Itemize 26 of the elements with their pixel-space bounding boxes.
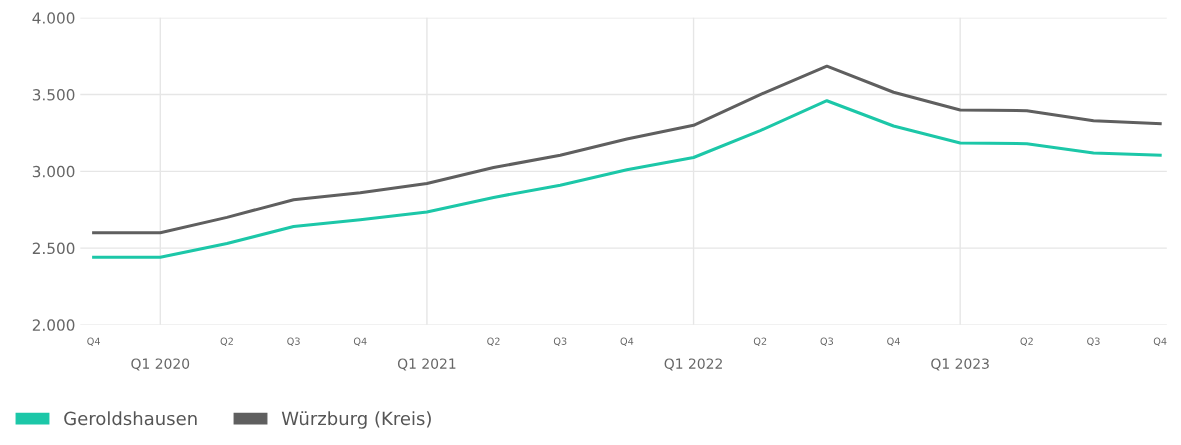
x-tick-label: Q1 2023 bbox=[931, 358, 989, 371]
x-tick-label: Q1 2021 bbox=[397, 358, 456, 371]
line-series bbox=[92, 64, 1162, 235]
y-tick-label: 2.000 bbox=[32, 319, 75, 331]
y-tick-label: 3.000 bbox=[32, 165, 75, 178]
y-tick-label: 3.500 bbox=[32, 89, 75, 101]
x-tick-label: Q4 bbox=[1153, 337, 1167, 346]
x-tick-label: Q3 bbox=[287, 337, 300, 346]
legend-label: Geroldshausen bbox=[64, 411, 197, 426]
x-tick-label: Q4 bbox=[353, 337, 367, 346]
line-series bbox=[92, 99, 1162, 259]
x-tick-label: Q3 bbox=[820, 337, 834, 346]
x-tick-label: Q2 bbox=[1020, 337, 1033, 346]
y-tick-label: 2.500 bbox=[32, 242, 75, 255]
x-tick-label: Q3 bbox=[1087, 337, 1100, 346]
x-tick-label: Q3 bbox=[553, 337, 567, 346]
legend-label: Würzburg (Kreis) bbox=[281, 411, 431, 429]
x-tick-label: Q4 bbox=[620, 337, 634, 346]
y-tick-label: 4.000 bbox=[32, 12, 75, 24]
x-tick-label: Q4 bbox=[887, 337, 900, 346]
x-tick-label: Q2 bbox=[753, 337, 767, 346]
x-tick-label: Q2 bbox=[487, 337, 500, 346]
x-tick-label: Q1 2020 bbox=[131, 358, 190, 371]
x-tick-label: Q2 bbox=[220, 337, 233, 346]
x-tick-label: Q4 bbox=[87, 337, 101, 346]
x-tick-label: Q1 2022 bbox=[664, 358, 722, 371]
